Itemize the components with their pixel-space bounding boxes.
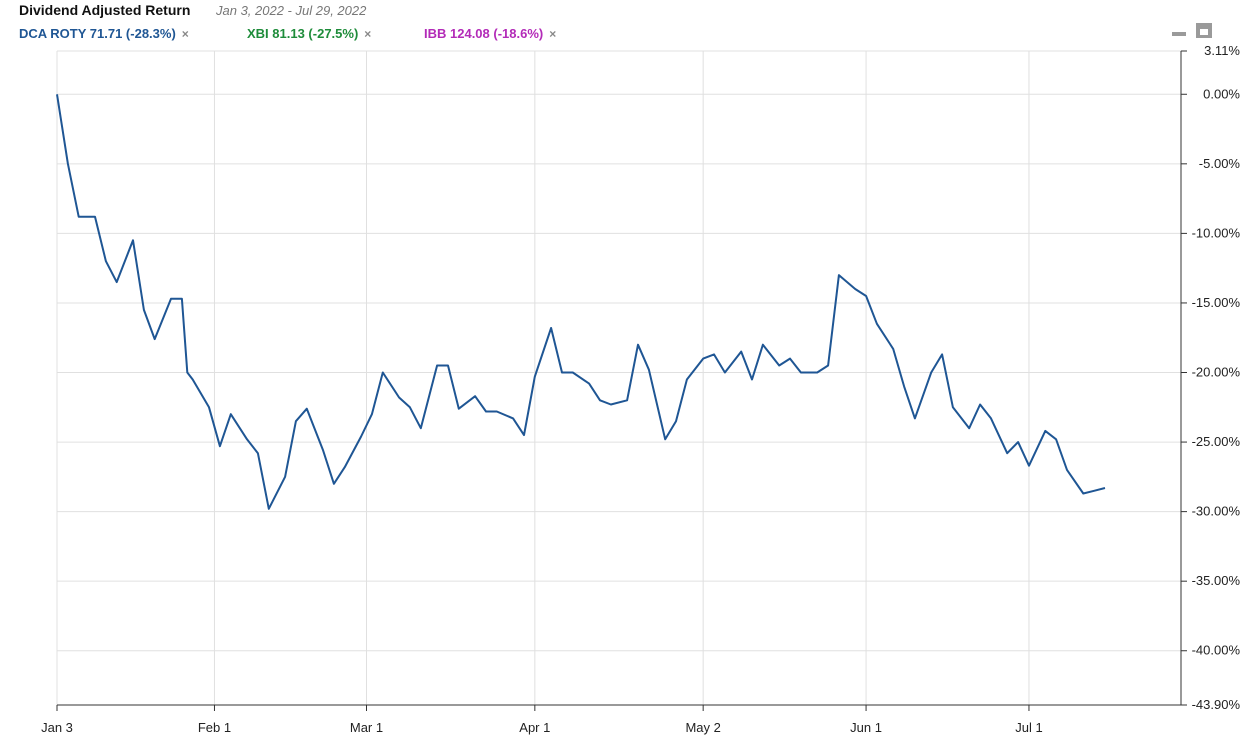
y-tick-label: -20.00%: [1192, 365, 1241, 380]
chart-title: Dividend Adjusted Return: [19, 2, 191, 18]
y-tick-label: -30.00%: [1192, 504, 1241, 519]
legend-item-xbi: XBI 81.13 (-27.5%) ×: [247, 26, 371, 41]
date-range: Jan 3, 2022 - Jul 29, 2022: [216, 3, 367, 18]
maximize-icon[interactable]: [1196, 23, 1212, 38]
x-tick-label: Apr 1: [519, 720, 550, 735]
x-tick-label: Jun 1: [850, 720, 882, 735]
minimize-icon[interactable]: [1172, 32, 1186, 36]
legend-label-dca-roty: DCA ROTY 71.71 (-28.3%): [19, 26, 176, 41]
legend-label-ibb: IBB 124.08 (-18.6%): [424, 26, 544, 41]
grid: [56, 50, 1181, 706]
x-tick-label: Mar 1: [350, 720, 383, 735]
y-tick-label: 3.11%: [1204, 43, 1240, 58]
remove-series-ibb-icon[interactable]: ×: [549, 27, 557, 41]
x-tick-label: Feb 1: [198, 720, 231, 735]
chart-header: Dividend Adjusted Return Jan 3, 2022 - J…: [0, 0, 1246, 50]
series-line-dca-roty: [56, 94, 1106, 510]
legend-item-dca-roty: DCA ROTY 71.71 (-28.3%) ×: [19, 26, 189, 41]
y-tick-label: -15.00%: [1192, 295, 1241, 310]
y-tick-label: -35.00%: [1192, 573, 1241, 588]
y-tick-label: -40.00%: [1192, 643, 1241, 658]
x-axis-ticks: Jan 3 Feb 1 Mar 1 Apr 1 May 2 Jun 1 Jul 1: [41, 720, 1043, 735]
y-tick-label: -5.00%: [1199, 156, 1241, 171]
y-tick-label: -25.00%: [1192, 434, 1241, 449]
remove-series-dca-roty-icon[interactable]: ×: [181, 27, 189, 41]
series-lines: [56, 94, 1106, 510]
x-tick-label: May 2: [685, 720, 720, 735]
y-tick-label: 0.00%: [1203, 86, 1240, 101]
y-tick-label: -43.90%: [1192, 697, 1241, 712]
remove-series-xbi-icon[interactable]: ×: [364, 27, 372, 41]
y-tick-label: -10.00%: [1192, 225, 1241, 240]
axes: [56, 50, 1187, 711]
legend-item-ibb: IBB 124.08 (-18.6%) ×: [424, 26, 556, 41]
x-tick-label: Jan 3: [41, 720, 73, 735]
y-axis-ticks: 3.11% 0.00% -5.00% -10.00% -15.00% -20.00% -25…: [1192, 43, 1241, 712]
legend-label-xbi: XBI 81.13 (-27.5%): [247, 26, 359, 41]
x-tick-label: Jul 1: [1015, 720, 1042, 735]
